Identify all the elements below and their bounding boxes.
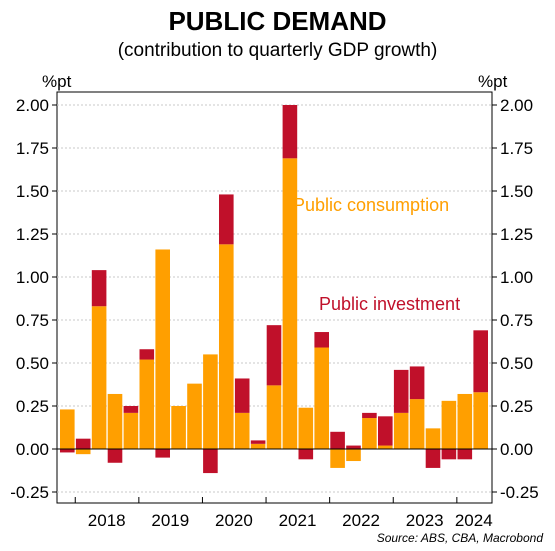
- bar-public-investment: [441, 449, 457, 460]
- bar-public-consumption: [250, 443, 266, 449]
- bar-public-investment: [60, 449, 75, 453]
- y-tick-label-right: 0.50: [500, 354, 533, 373]
- bar-public-investment: [203, 449, 218, 474]
- bar-public-investment: [234, 378, 250, 413]
- x-year-label: 2023: [406, 511, 444, 530]
- plot-frame: [56, 91, 493, 504]
- bar-public-consumption: [171, 406, 186, 449]
- y-tick-label-left: 1.75: [16, 139, 49, 158]
- x-year-label: 2020: [215, 511, 253, 530]
- bar-public-investment: [282, 105, 298, 159]
- bar-public-investment: [330, 431, 345, 449]
- y-tick-label-left: 1.50: [16, 182, 49, 201]
- y-tick-label-left: 0.50: [16, 354, 49, 373]
- y-tick-label-right: 1.00: [500, 268, 533, 287]
- bar-public-consumption: [457, 393, 473, 449]
- bar-public-investment: [139, 349, 155, 360]
- bar-public-investment: [457, 449, 473, 460]
- bar-public-investment: [219, 194, 234, 245]
- series-label-public-investment: Public investment: [319, 294, 460, 314]
- bar-public-investment: [362, 412, 377, 419]
- bar-public-investment: [250, 440, 266, 444]
- y-tick-label-right: -0.25: [500, 483, 539, 502]
- y-tick-label-left: -0.25: [10, 483, 49, 502]
- bar-public-investment: [155, 449, 170, 458]
- bar-public-investment: [378, 416, 393, 446]
- y-tick-label-right: 1.25: [500, 225, 533, 244]
- bar-public-consumption: [266, 385, 282, 449]
- bar-public-consumption: [298, 407, 314, 449]
- bar-public-consumption: [123, 412, 139, 449]
- bar-public-investment: [298, 449, 314, 460]
- bar-public-consumption: [234, 412, 250, 449]
- y-tick-label-right: 2.00: [500, 96, 533, 115]
- bar-public-investment: [75, 438, 91, 449]
- x-year-label: 2018: [88, 511, 126, 530]
- y-tick-label-right: 0.00: [500, 440, 533, 459]
- y-tick-label-right: 0.75: [500, 311, 533, 330]
- bar-public-consumption: [378, 445, 393, 449]
- x-year-label: 2024: [455, 511, 493, 530]
- source-note: Source: ABS, CBA, Macrobond: [376, 531, 543, 545]
- bar-public-consumption: [346, 449, 361, 462]
- bar-public-investment: [107, 449, 123, 463]
- x-year-label: 2019: [151, 511, 189, 530]
- bar-public-consumption: [187, 383, 202, 449]
- bar-public-investment: [393, 369, 409, 413]
- bar-public-consumption: [282, 158, 298, 449]
- bar-public-consumption: [75, 449, 91, 455]
- y-tick-label-left: 0.00: [16, 440, 49, 459]
- bar-public-consumption: [60, 409, 75, 449]
- bar-public-consumption: [393, 412, 409, 449]
- bar-public-investment: [473, 330, 488, 393]
- y-tick-label-right: 0.25: [500, 397, 533, 416]
- bar-public-investment: [425, 449, 441, 468]
- bar-public-investment: [409, 366, 425, 400]
- bar-public-investment: [266, 325, 282, 386]
- y-tick-label-right: 1.50: [500, 182, 533, 201]
- y-tick-label-left: 0.75: [16, 311, 49, 330]
- y-axis-unit-right: %pt: [478, 72, 508, 91]
- chart-title: PUBLIC DEMAND: [168, 6, 387, 36]
- bar-public-consumption: [441, 400, 457, 449]
- bar-public-consumption: [107, 393, 123, 449]
- bar-public-investment: [91, 270, 107, 307]
- bar-public-investment: [123, 406, 139, 413]
- bar-public-consumption: [155, 249, 170, 449]
- y-tick-label-right: 1.75: [500, 139, 533, 158]
- y-tick-label-left: 0.25: [16, 397, 49, 416]
- y-tick-label-left: 2.00: [16, 96, 49, 115]
- bar-public-consumption: [219, 244, 234, 449]
- y-tick-label-left: 1.00: [16, 268, 49, 287]
- bar-public-investment: [346, 445, 361, 449]
- x-year-label: 2021: [279, 511, 317, 530]
- bar-public-consumption: [91, 306, 107, 449]
- bar-public-consumption: [314, 347, 329, 449]
- bar-public-consumption: [362, 418, 377, 449]
- chart-subtitle: (contribution to quarterly GDP growth): [117, 40, 438, 61]
- bar-public-investment: [314, 332, 329, 348]
- series-label-public-consumption: Public consumption: [293, 195, 449, 215]
- bar-public-consumption: [330, 449, 345, 468]
- bar-public-consumption: [139, 359, 155, 449]
- y-tick-label-left: 1.25: [16, 225, 49, 244]
- bar-public-consumption: [409, 399, 425, 449]
- bar-public-consumption: [203, 354, 218, 449]
- bar-public-consumption: [473, 392, 488, 449]
- y-axis-unit-left: %pt: [42, 72, 72, 91]
- x-year-label: 2022: [342, 511, 380, 530]
- bar-public-consumption: [425, 428, 441, 449]
